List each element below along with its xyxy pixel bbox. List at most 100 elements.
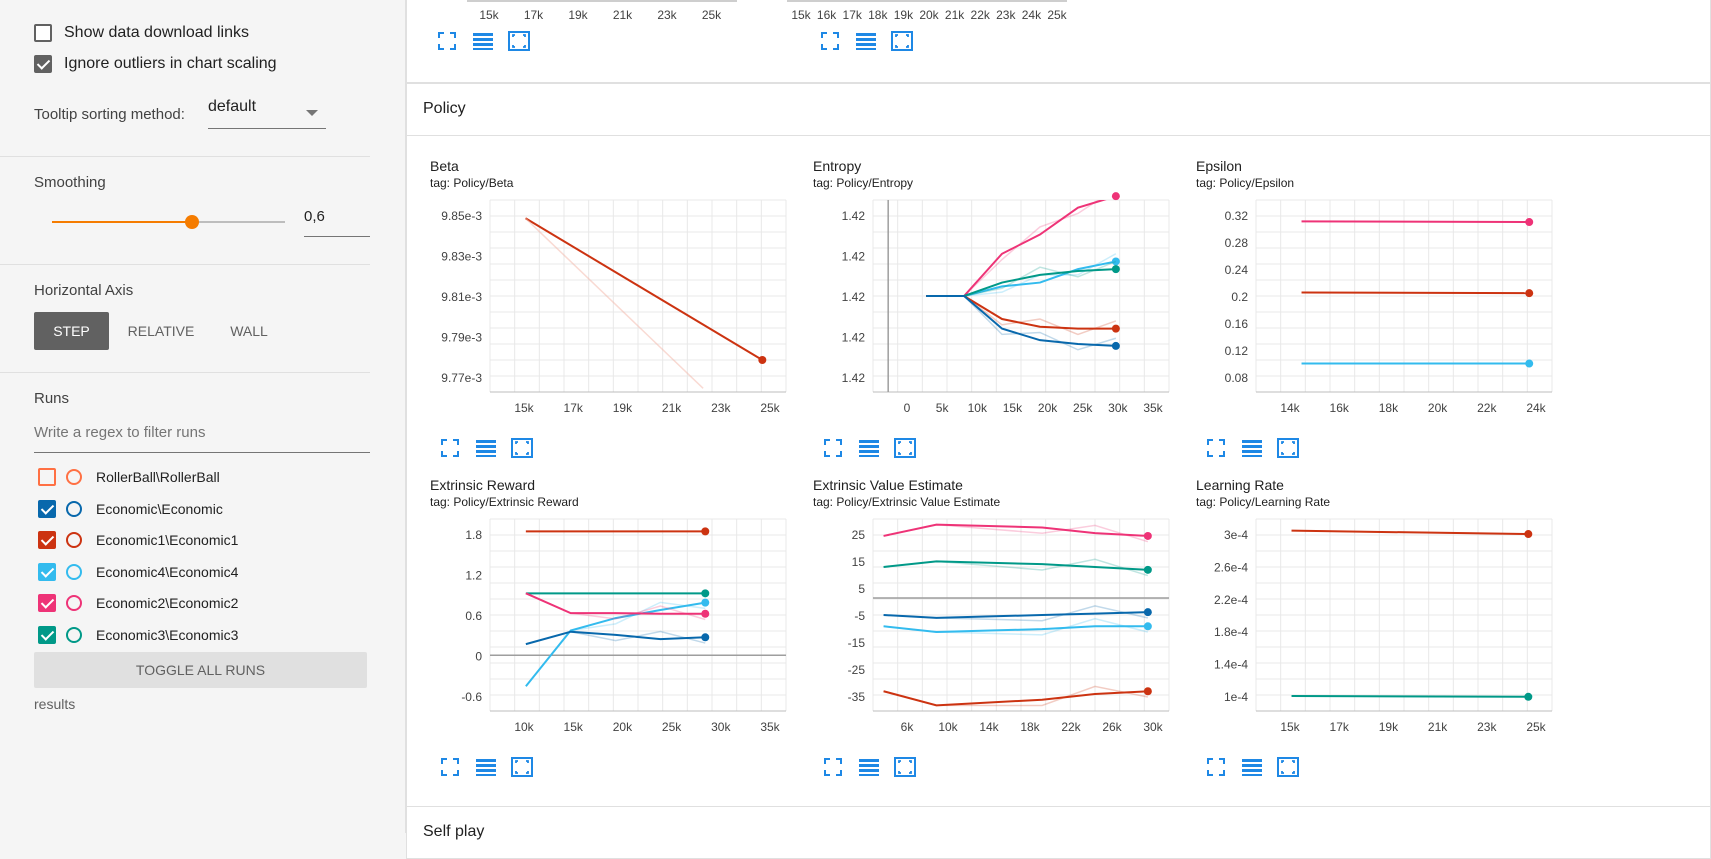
y-tick-label: 0.28 bbox=[1225, 236, 1249, 250]
show-download-checkbox[interactable] bbox=[34, 24, 52, 42]
tooltip-sorting-select[interactable]: default bbox=[208, 98, 326, 129]
run-item[interactable]: RollerBall\RollerBall bbox=[38, 465, 220, 489]
data-table-icon[interactable] bbox=[857, 755, 881, 779]
x-tick-label: 17k bbox=[524, 8, 544, 22]
fullscreen-icon[interactable] bbox=[438, 755, 462, 779]
series-group bbox=[883, 685, 1149, 707]
y-tick-label: 0.2 bbox=[1231, 290, 1248, 304]
y-tick-label: 2.2e-4 bbox=[1214, 593, 1248, 607]
toggle-all-runs-button[interactable]: TOGGLE ALL RUNS bbox=[34, 652, 367, 688]
x-tick-label: 19k bbox=[1379, 720, 1399, 734]
series-end-point bbox=[1143, 531, 1152, 540]
chart-title: Extrinsic Reward bbox=[430, 477, 536, 493]
fit-domain-icon[interactable] bbox=[507, 29, 531, 53]
series-end-point bbox=[1111, 257, 1120, 266]
fullscreen-icon[interactable] bbox=[1204, 436, 1228, 460]
data-table-icon[interactable] bbox=[471, 29, 495, 53]
fullscreen-icon[interactable] bbox=[1204, 755, 1228, 779]
y-tick-label: 1.42 bbox=[842, 209, 866, 223]
ignore-outliers-checkbox[interactable] bbox=[34, 55, 52, 73]
x-tick-label: 21k bbox=[662, 401, 682, 415]
run-filter-input[interactable]: Write a regex to filter runs bbox=[34, 424, 370, 453]
x-tick-label: 14k bbox=[979, 720, 999, 734]
y-tick-label: 0 bbox=[475, 650, 482, 664]
run-checkbox[interactable] bbox=[38, 626, 56, 644]
y-tick-label: 9.83e-3 bbox=[441, 250, 482, 264]
ignore-outliers-option[interactable]: Ignore outliers in chart scaling bbox=[34, 55, 277, 73]
fit-domain-icon[interactable] bbox=[893, 755, 917, 779]
smoothing-slider-thumb[interactable] bbox=[184, 215, 199, 229]
series-end-point bbox=[701, 527, 710, 536]
chart-toolbar bbox=[438, 755, 534, 779]
data-table-icon[interactable] bbox=[1240, 755, 1264, 779]
policy-group-header[interactable]: Policy bbox=[406, 83, 1711, 136]
fullscreen-icon[interactable] bbox=[821, 755, 845, 779]
run-color-circle[interactable] bbox=[66, 595, 82, 611]
fit-domain-icon[interactable] bbox=[893, 436, 917, 460]
fullscreen-icon[interactable] bbox=[821, 436, 845, 460]
run-checkbox[interactable] bbox=[38, 531, 56, 549]
run-color-circle[interactable] bbox=[66, 532, 82, 548]
fullscreen-icon[interactable] bbox=[438, 436, 462, 460]
smoothing-input[interactable]: 0,6 bbox=[304, 208, 370, 237]
axis-step-button[interactable]: STEP bbox=[34, 312, 109, 350]
y-tick-label: 15 bbox=[852, 555, 866, 569]
data-table-icon[interactable] bbox=[474, 436, 498, 460]
run-color-circle[interactable] bbox=[66, 469, 82, 485]
chart-toolbar bbox=[1204, 755, 1300, 779]
series-line bbox=[883, 690, 1148, 707]
fullscreen-icon[interactable] bbox=[435, 29, 459, 53]
x-tick-label: 22k bbox=[1477, 401, 1497, 415]
previous-chart-axes: 15k 17k 19k 21k 23k 25k 15k 16k 17k 18k 19k 20k 21k 2… bbox=[467, 0, 1068, 22]
series-group bbox=[883, 523, 1149, 543]
data-table-icon[interactable] bbox=[857, 436, 881, 460]
fit-domain-icon[interactable] bbox=[510, 436, 534, 460]
run-item[interactable]: Economic1\Economic1 bbox=[38, 528, 238, 552]
chart-tag: tag: Policy/Beta bbox=[430, 176, 514, 190]
run-checkbox[interactable] bbox=[38, 563, 56, 581]
smoothing-label: Smoothing bbox=[34, 174, 106, 191]
x-tick-label: 10k bbox=[514, 720, 534, 734]
series-end-point bbox=[1524, 530, 1533, 539]
x-tick-label: 15k bbox=[791, 8, 811, 22]
run-checkbox[interactable] bbox=[38, 468, 56, 486]
x-tick-label: 35k bbox=[760, 720, 780, 734]
axis-relative-button[interactable]: RELATIVE bbox=[127, 323, 195, 339]
chart-epsilon: Epsilon tag: Policy/Epsilon 14k 16k 18k 20k… bbox=[1196, 158, 1576, 478]
y-tick-label: -0.6 bbox=[461, 690, 482, 704]
run-checkbox[interactable] bbox=[38, 594, 56, 612]
chart-tag: tag: Policy/Extrinsic Reward bbox=[430, 495, 579, 509]
chart-toolbar bbox=[1204, 436, 1300, 460]
series-group bbox=[525, 217, 763, 361]
series-group bbox=[1301, 220, 1530, 224]
data-table-icon[interactable] bbox=[474, 755, 498, 779]
fit-domain-icon[interactable] bbox=[1276, 436, 1300, 460]
y-tick-label: -25 bbox=[848, 663, 866, 677]
run-color-circle[interactable] bbox=[66, 627, 82, 643]
run-item[interactable]: Economic3\Economic3 bbox=[38, 623, 238, 647]
run-item[interactable]: Economic\Economic bbox=[38, 497, 223, 521]
series-group bbox=[525, 601, 706, 687]
data-table-icon[interactable] bbox=[854, 29, 878, 53]
run-item[interactable]: Economic2\Economic2 bbox=[38, 591, 238, 615]
series-group bbox=[883, 605, 1149, 622]
show-download-links-option[interactable]: Show data download links bbox=[34, 24, 249, 42]
fit-domain-icon[interactable] bbox=[890, 29, 914, 53]
x-tick-label: 21k bbox=[613, 8, 633, 22]
y-tick-label: 9.77e-3 bbox=[441, 371, 482, 385]
fit-domain-icon[interactable] bbox=[510, 755, 534, 779]
data-table-icon[interactable] bbox=[1240, 436, 1264, 460]
runs-label: Runs bbox=[34, 390, 70, 407]
y-tick-label: 0.08 bbox=[1225, 371, 1249, 385]
x-tick-label: 16k bbox=[1330, 401, 1350, 415]
run-color-circle[interactable] bbox=[66, 564, 82, 580]
axis-wall-button[interactable]: WALL bbox=[230, 323, 268, 339]
smoothing-slider[interactable] bbox=[52, 215, 285, 229]
run-checkbox[interactable] bbox=[38, 500, 56, 518]
divider bbox=[0, 156, 370, 157]
fullscreen-icon[interactable] bbox=[818, 29, 842, 53]
fit-domain-icon[interactable] bbox=[1276, 755, 1300, 779]
chart-extrinsic-value-estimate: Extrinsic Value Estimate tag: Policy/Ext… bbox=[813, 477, 1193, 797]
run-item[interactable]: Economic4\Economic4 bbox=[38, 560, 238, 584]
run-color-circle[interactable] bbox=[66, 501, 82, 517]
